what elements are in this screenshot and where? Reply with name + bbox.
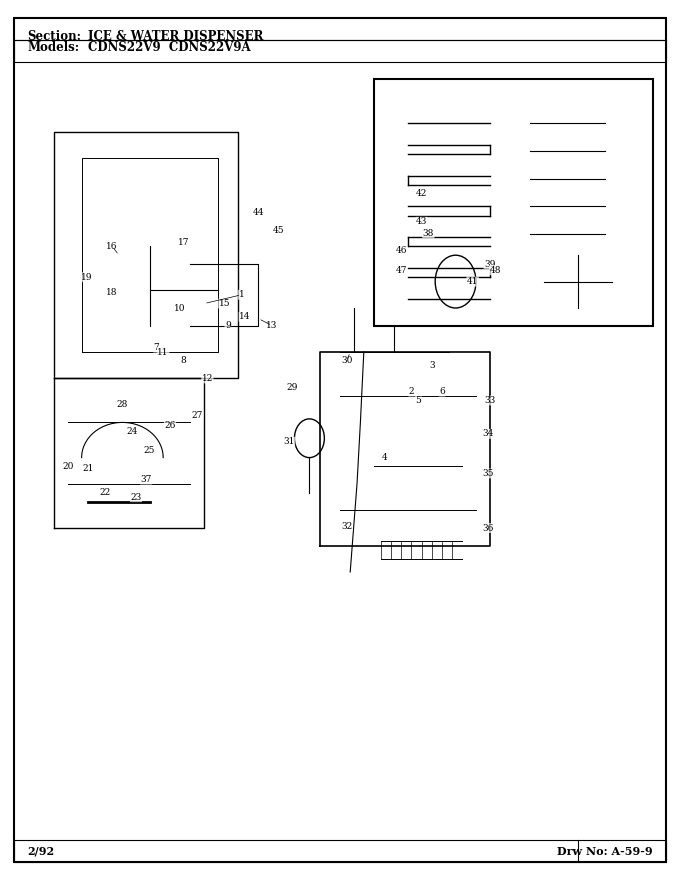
Text: ICE & WATER DISPENSER: ICE & WATER DISPENSER [88, 30, 264, 43]
Text: 42: 42 [416, 189, 427, 198]
Text: 27: 27 [192, 411, 203, 420]
Text: 44: 44 [253, 209, 264, 217]
Text: 3: 3 [429, 361, 435, 370]
Text: 39: 39 [484, 260, 495, 268]
Text: 25: 25 [144, 446, 155, 455]
Text: 11: 11 [158, 348, 169, 356]
Text: 12: 12 [202, 374, 213, 383]
Text: 45: 45 [273, 226, 285, 235]
Text: 33: 33 [484, 396, 495, 405]
Text: Models:: Models: [27, 41, 80, 54]
Text: 35: 35 [483, 469, 494, 478]
Text: 37: 37 [141, 475, 152, 484]
Text: 7: 7 [154, 343, 159, 352]
Text: 10: 10 [175, 304, 186, 312]
Text: 17: 17 [178, 238, 189, 246]
Text: 1: 1 [239, 290, 244, 299]
Text: 2: 2 [409, 387, 414, 396]
Text: 48: 48 [490, 266, 500, 275]
Text: 24: 24 [127, 427, 138, 436]
Text: 15: 15 [218, 299, 231, 308]
Text: 6: 6 [439, 387, 445, 396]
Text: Section:: Section: [27, 30, 81, 43]
Text: 14: 14 [239, 312, 250, 321]
Text: 31: 31 [284, 437, 294, 446]
Text: 2/92: 2/92 [27, 846, 54, 857]
Text: 21: 21 [83, 464, 94, 473]
Text: 16: 16 [107, 242, 118, 251]
Text: 19: 19 [82, 273, 92, 282]
Text: 41: 41 [467, 277, 478, 286]
Text: Drw No: A-59-9: Drw No: A-59-9 [557, 846, 653, 857]
Text: 20: 20 [63, 462, 73, 471]
Text: 29: 29 [287, 383, 298, 392]
Text: 43: 43 [416, 217, 427, 226]
Text: 13: 13 [267, 321, 277, 330]
Bar [374, 79, 653, 326]
Text: 34: 34 [483, 429, 494, 438]
Text: 23: 23 [131, 493, 141, 502]
Text: 32: 32 [341, 522, 352, 531]
Text: 38: 38 [423, 229, 434, 238]
Text: 36: 36 [483, 524, 494, 532]
Bar [14, 840, 666, 862]
Text: 26: 26 [165, 421, 175, 429]
Text: 18: 18 [107, 288, 118, 297]
Text: 28: 28 [117, 400, 128, 409]
Text: 4: 4 [381, 453, 387, 462]
Bar [14, 40, 666, 62]
Text: 22: 22 [100, 488, 111, 497]
Text: 46: 46 [396, 246, 407, 255]
Text: 47: 47 [396, 266, 407, 275]
Text: 30: 30 [341, 356, 352, 365]
Text: CDNS22V9  CDNS22V9A: CDNS22V9 CDNS22V9A [88, 41, 251, 54]
Text: 5: 5 [415, 396, 421, 405]
Text: 9: 9 [225, 321, 231, 330]
Text: 8: 8 [181, 356, 186, 365]
